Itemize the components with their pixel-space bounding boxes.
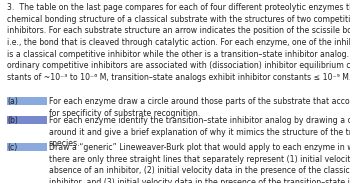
Text: (b): (b): [7, 116, 18, 125]
Text: (a): (a): [7, 97, 18, 106]
Text: 3.  The table on the last page compares for each of four different proteolytic e: 3. The table on the last page compares f…: [7, 3, 350, 82]
Text: For each enzyme identify the transition–state inhibitor analog by drawing a circ: For each enzyme identify the transition–…: [49, 116, 350, 148]
Text: (c): (c): [7, 143, 17, 152]
FancyBboxPatch shape: [7, 97, 47, 105]
FancyBboxPatch shape: [7, 143, 47, 151]
Text: Draw a “generic” Lineweaver-Burk plot that would apply to each enzyme in which
t: Draw a “generic” Lineweaver-Burk plot th…: [49, 143, 350, 183]
FancyBboxPatch shape: [7, 116, 47, 124]
Text: For each enzyme draw a circle around those parts of the substrate that account
f: For each enzyme draw a circle around tho…: [49, 97, 350, 118]
